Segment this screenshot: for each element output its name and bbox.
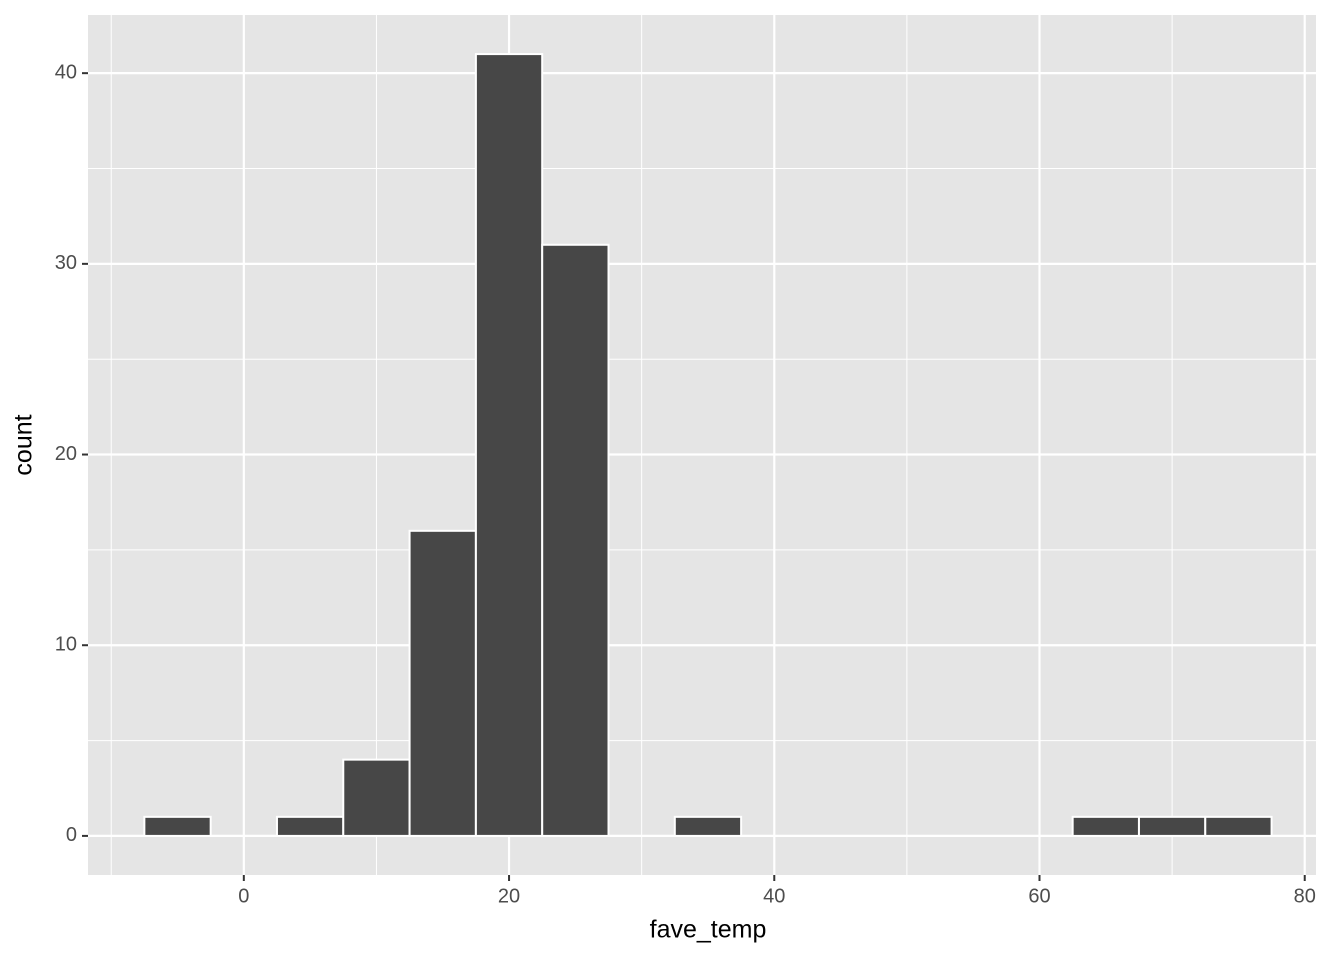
y-tick-label: 20: [55, 443, 77, 465]
panel: [88, 15, 1316, 875]
y-tick-label: 10: [55, 634, 77, 656]
y-tick-label: 40: [55, 61, 77, 83]
bar: [474, 53, 544, 837]
x-tick-label: 20: [498, 885, 520, 907]
bar: [541, 243, 610, 837]
bar: [673, 815, 743, 837]
bar: [1071, 815, 1140, 837]
x-tick-label: 80: [1294, 885, 1316, 907]
y-tick-label: 30: [55, 252, 77, 274]
x-tick-label: 0: [238, 885, 249, 907]
y-tick-label: 0: [66, 824, 77, 846]
bar: [1204, 815, 1273, 837]
bar: [143, 815, 212, 837]
bar: [275, 815, 345, 837]
x-tick-label: 40: [763, 885, 785, 907]
bar: [1137, 815, 1207, 837]
bar: [408, 529, 477, 837]
x-axis-title: fave_temp: [650, 916, 767, 944]
x-tick-label: 60: [1028, 885, 1050, 907]
y-axis-title: count: [10, 414, 38, 475]
bar: [342, 758, 411, 837]
